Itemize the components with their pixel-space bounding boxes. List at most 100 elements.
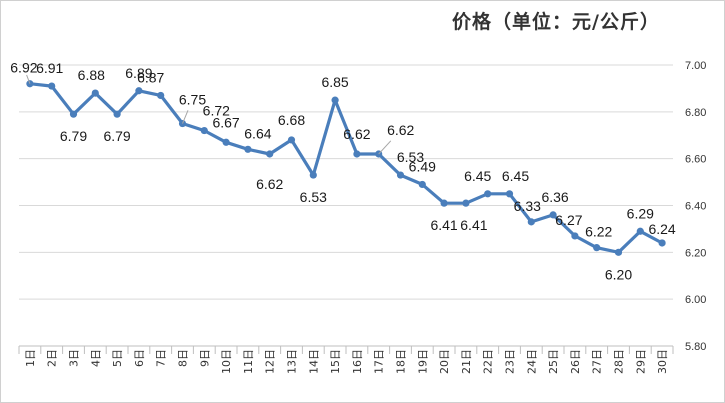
data-label: 6.49 [409, 158, 436, 174]
data-point [418, 180, 426, 189]
data-label: 6.22 [585, 224, 612, 240]
data-label: 6.92 [10, 60, 37, 76]
data-label: 6.45 [464, 168, 491, 184]
x-tick-label: 5日 [111, 349, 124, 367]
y-tick-label: 6.60 [685, 154, 706, 166]
data-point [69, 110, 78, 118]
x-tick-label: 12日 [264, 349, 277, 374]
data-label-leader [378, 140, 392, 155]
chart-title: 价格（单位：元/公斤） [452, 10, 660, 33]
y-tick-label: 6.20 [685, 247, 706, 259]
x-tick-label: 8日 [177, 349, 190, 367]
data-point [593, 244, 601, 252]
x-tick-label: 27日 [591, 349, 604, 374]
x-axis-ticks: 1日 2日 3日 4日 5日 6日 7日 8日 9日 10日 11日 12日 13日 14日 15日 16日 1… [18, 346, 674, 374]
data-point [614, 248, 623, 256]
data-label: 6.67 [212, 114, 239, 130]
x-tick-label: 28日 [613, 349, 626, 374]
data-label: 6.68 [278, 112, 305, 128]
series-line-group [26, 80, 666, 256]
data-label: 6.89 [125, 65, 152, 81]
data-point [113, 110, 121, 118]
x-tick-label: 25日 [547, 349, 560, 374]
data-point [636, 227, 644, 235]
x-tick-label: 20日 [438, 349, 451, 374]
data-label-leader [26, 74, 31, 84]
data-label: 6.79 [103, 128, 130, 144]
x-tick-label: 1日 [24, 349, 37, 367]
data-point [244, 145, 252, 153]
x-tick-label: 16日 [351, 349, 364, 374]
x-tick-label: 13日 [286, 349, 299, 374]
data-point [527, 218, 535, 226]
data-label: 6.27 [555, 212, 582, 228]
x-tick-label: 22日 [482, 349, 495, 374]
data-label: 6.36 [541, 189, 568, 205]
y-tick-label: 5.80 [685, 341, 706, 353]
data-point [266, 150, 274, 158]
data-point [200, 126, 208, 135]
x-tick-label: 10日 [220, 349, 233, 374]
data-label: 6.79 [60, 128, 87, 144]
y-tick-label: 7.00 [685, 60, 706, 72]
data-point [549, 211, 557, 219]
data-label: 6.41 [460, 217, 487, 233]
x-tick-label: 7日 [155, 349, 168, 367]
data-label: 6.88 [78, 67, 105, 83]
data-point [440, 199, 448, 207]
x-tick-label: 23日 [504, 349, 517, 374]
data-point [658, 239, 666, 247]
data-point [484, 190, 492, 198]
data-label: 6.75 [179, 92, 206, 108]
x-tick-label: 26日 [569, 349, 582, 374]
x-tick-label: 24日 [525, 349, 538, 374]
data-point [505, 190, 514, 198]
data-label: 6.91 [36, 60, 63, 76]
data-point [309, 171, 317, 179]
y-axis-ticks: 5.80 6.00 6.20 6.40 6.60 6.80 7.00 [685, 60, 706, 353]
data-label: 6.64 [244, 125, 271, 141]
x-tick-label: 15日 [329, 349, 342, 374]
y-tick-label: 6.40 [685, 201, 706, 213]
data-label: 6.62 [343, 126, 370, 142]
y-tick-label: 6.80 [685, 107, 706, 119]
x-tick-label: 6日 [133, 349, 146, 367]
x-tick-label: 2日 [46, 349, 59, 367]
x-tick-label: 18日 [395, 349, 408, 374]
y-tick-label: 6.00 [685, 294, 706, 306]
data-label: 6.41 [430, 217, 457, 233]
data-point [157, 91, 165, 100]
data-label: 6.24 [648, 221, 675, 237]
x-tick-label: 3日 [68, 349, 81, 367]
x-tick-label: 29日 [634, 349, 647, 374]
data-point [353, 150, 361, 158]
data-label: 6.45 [502, 168, 529, 184]
data-label: 6.29 [627, 205, 654, 221]
data-label: 6.72 [203, 103, 230, 119]
data-point [48, 82, 56, 90]
x-tick-label: 14日 [307, 349, 320, 374]
data-point [396, 171, 405, 179]
gridlines [19, 64, 673, 347]
data-point [331, 96, 339, 104]
data-point [135, 87, 143, 95]
x-tick-label: 19日 [416, 349, 429, 374]
data-label-leader [182, 110, 189, 124]
x-tick-label: 9日 [198, 349, 211, 367]
data-label: 6.53 [397, 149, 424, 165]
data-label: 6.62 [387, 122, 414, 138]
data-label: 6.33 [514, 198, 541, 214]
x-tick-label: 21日 [460, 349, 473, 374]
data-point [222, 138, 230, 146]
data-point [571, 232, 579, 240]
data-label: 6.62 [256, 176, 283, 192]
x-tick-label: 4日 [89, 349, 102, 367]
data-point [462, 199, 470, 207]
series-line [28, 82, 664, 254]
data-labels: 6.926.91 6.79 6.88 6.79 6.896.87 6.756.726.67… [10, 60, 676, 283]
x-tick-label: 11日 [242, 349, 255, 374]
data-label: 6.87 [137, 69, 164, 85]
data-label: 6.53 [300, 189, 327, 205]
data-label: 6.85 [321, 74, 348, 90]
